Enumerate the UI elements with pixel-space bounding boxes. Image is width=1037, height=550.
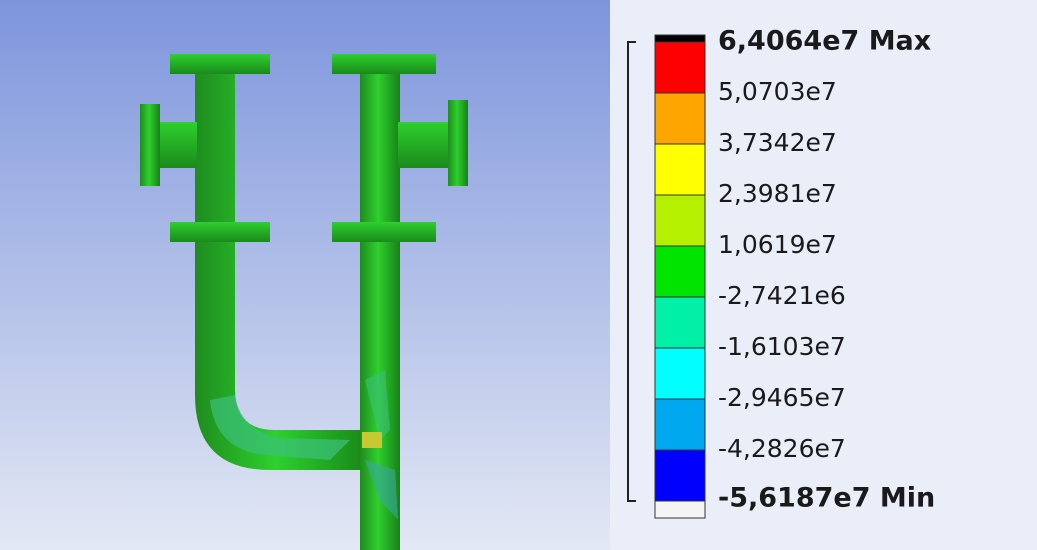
screenshot: 6,4064e7 Max 5,0703e7 3,7342e7 2,3981e7 1,06… [0, 0, 1037, 550]
legend-label: -2,7421e6 [718, 281, 846, 310]
legend-label: 6,4064e7 Max [718, 26, 931, 57]
legend-label: 1,0619e7 [718, 230, 837, 259]
legend-band [655, 144, 705, 195]
legend-band [655, 501, 705, 518]
legend-band [655, 450, 705, 501]
legend-band [655, 297, 705, 348]
legend-band [655, 348, 705, 399]
legend-label: 5,0703e7 [718, 77, 837, 106]
legend-band [655, 399, 705, 450]
legend-band [655, 42, 705, 93]
legend-label: -1,6103e7 [718, 332, 846, 361]
legend-label: -5,6187e7 Min [718, 483, 935, 514]
legend-label: 3,7342e7 [718, 128, 837, 157]
legend-band [655, 93, 705, 144]
legend-label: -4,2826e7 [718, 434, 846, 463]
legend-label: 2,3981e7 [718, 179, 837, 208]
legend-band [655, 246, 705, 297]
legend-band [655, 35, 705, 42]
result-view: 6,4064e7 Max 5,0703e7 3,7342e7 2,3981e7 1,06… [0, 0, 1037, 550]
legend-label: -2,9465e7 [718, 383, 846, 412]
legend-band [655, 195, 705, 246]
